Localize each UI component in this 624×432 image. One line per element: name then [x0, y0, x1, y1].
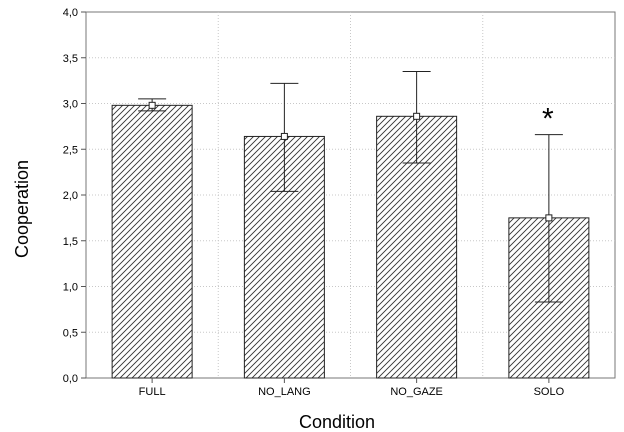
y-tick-label: 4,0 — [63, 7, 78, 19]
x-axis-label: Condition — [299, 412, 375, 432]
mean-marker — [545, 214, 553, 222]
y-tick-label: 1,5 — [63, 236, 78, 248]
y-axis-ticks: 0,0 0,5 1,0 1,5 2,0 2,5 3,0 3,5 4,0 — [63, 7, 86, 385]
significance-annotation: * — [542, 103, 554, 136]
x-tick-label: NO_LANG — [258, 386, 311, 398]
x-tick-label: NO_GAZE — [390, 386, 443, 398]
grid-lines — [86, 12, 615, 378]
mean-marker — [413, 112, 421, 120]
y-tick-label: 2,0 — [63, 190, 78, 202]
y-tick-label: 2,5 — [63, 144, 78, 156]
mean-marker — [280, 132, 288, 140]
bars — [111, 70, 590, 379]
y-tick-label: 0,0 — [63, 373, 78, 385]
annotations: * — [542, 103, 554, 136]
x-tick-label: SOLO — [534, 386, 565, 398]
y-tick-label: 3,0 — [63, 99, 78, 111]
mean-marker — [148, 101, 156, 109]
y-tick-label: 1,0 — [63, 282, 78, 294]
x-axis-ticks: FULL NO_LANG NO_GAZE SOLO — [139, 378, 565, 398]
y-axis-label: Cooperation — [12, 160, 32, 258]
y-tick-label: 3,5 — [63, 53, 78, 65]
y-tick-label: 0,5 — [63, 327, 78, 339]
x-tick-label: FULL — [139, 386, 166, 398]
bar-full — [111, 104, 193, 379]
